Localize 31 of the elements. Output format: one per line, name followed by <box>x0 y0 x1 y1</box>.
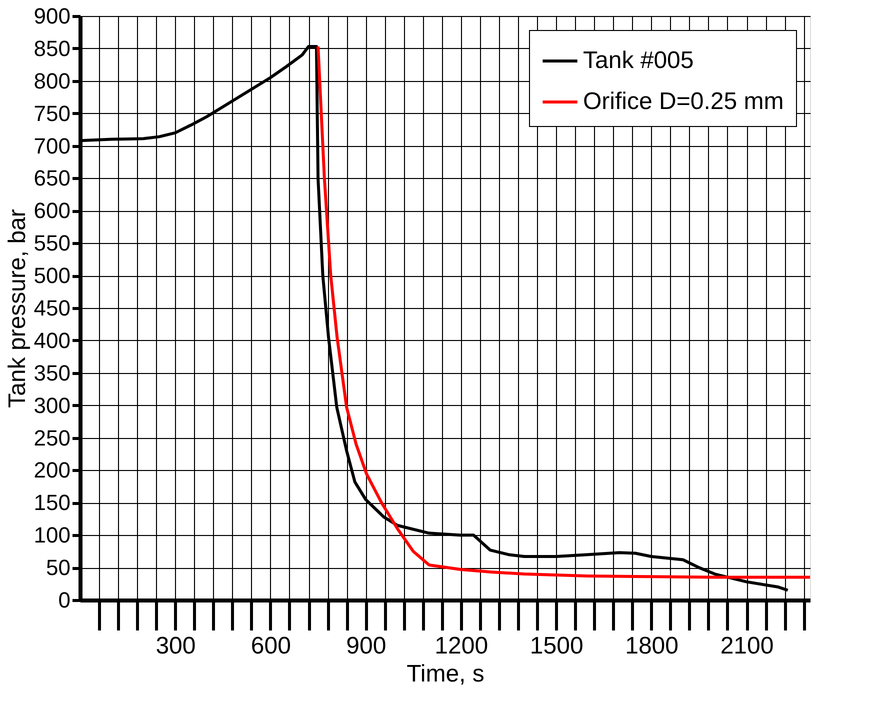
y-tick-label: 350 <box>34 360 70 386</box>
y-tick-label: 700 <box>34 133 70 158</box>
legend-label: Orifice D=0.25 mm <box>583 88 784 115</box>
y-tick-label: 50 <box>46 555 70 580</box>
y-tick-label: 750 <box>34 100 70 126</box>
y-tick-label: 100 <box>34 522 70 548</box>
x-tick-label: 1500 <box>530 632 584 660</box>
y-tick-label: 550 <box>34 230 70 256</box>
y-tick-label: 800 <box>34 68 70 94</box>
y-tick-label: 850 <box>34 36 70 61</box>
legend-label: Tank #005 <box>583 47 694 74</box>
y-tick-label: 300 <box>34 392 70 418</box>
y-tick-label: 400 <box>34 328 70 353</box>
y-tick-label: 500 <box>34 263 70 288</box>
y-tick-label: 900 <box>34 4 70 28</box>
y-tick-label: 150 <box>34 490 70 516</box>
y-tick-label: 600 <box>34 198 70 224</box>
x-tick-label: 600 <box>250 632 291 660</box>
y-tick-label: 650 <box>34 166 70 191</box>
x-tick-label: 900 <box>346 632 386 660</box>
y-tick-label: 250 <box>34 425 70 450</box>
x-tick-label: 1200 <box>434 632 488 660</box>
y-tick-label: 200 <box>34 458 70 483</box>
x-axis-title: Time, s <box>406 660 484 688</box>
y-tick-label: 450 <box>34 296 70 320</box>
x-tick-label: 2100 <box>720 632 774 660</box>
x-tick-label: 300 <box>156 632 196 660</box>
line-series <box>316 45 810 579</box>
y-tick-label: 0 <box>58 588 70 612</box>
x-tick-label: 1800 <box>625 632 678 660</box>
y-axis-title: Tank pressure, bar <box>4 209 31 408</box>
